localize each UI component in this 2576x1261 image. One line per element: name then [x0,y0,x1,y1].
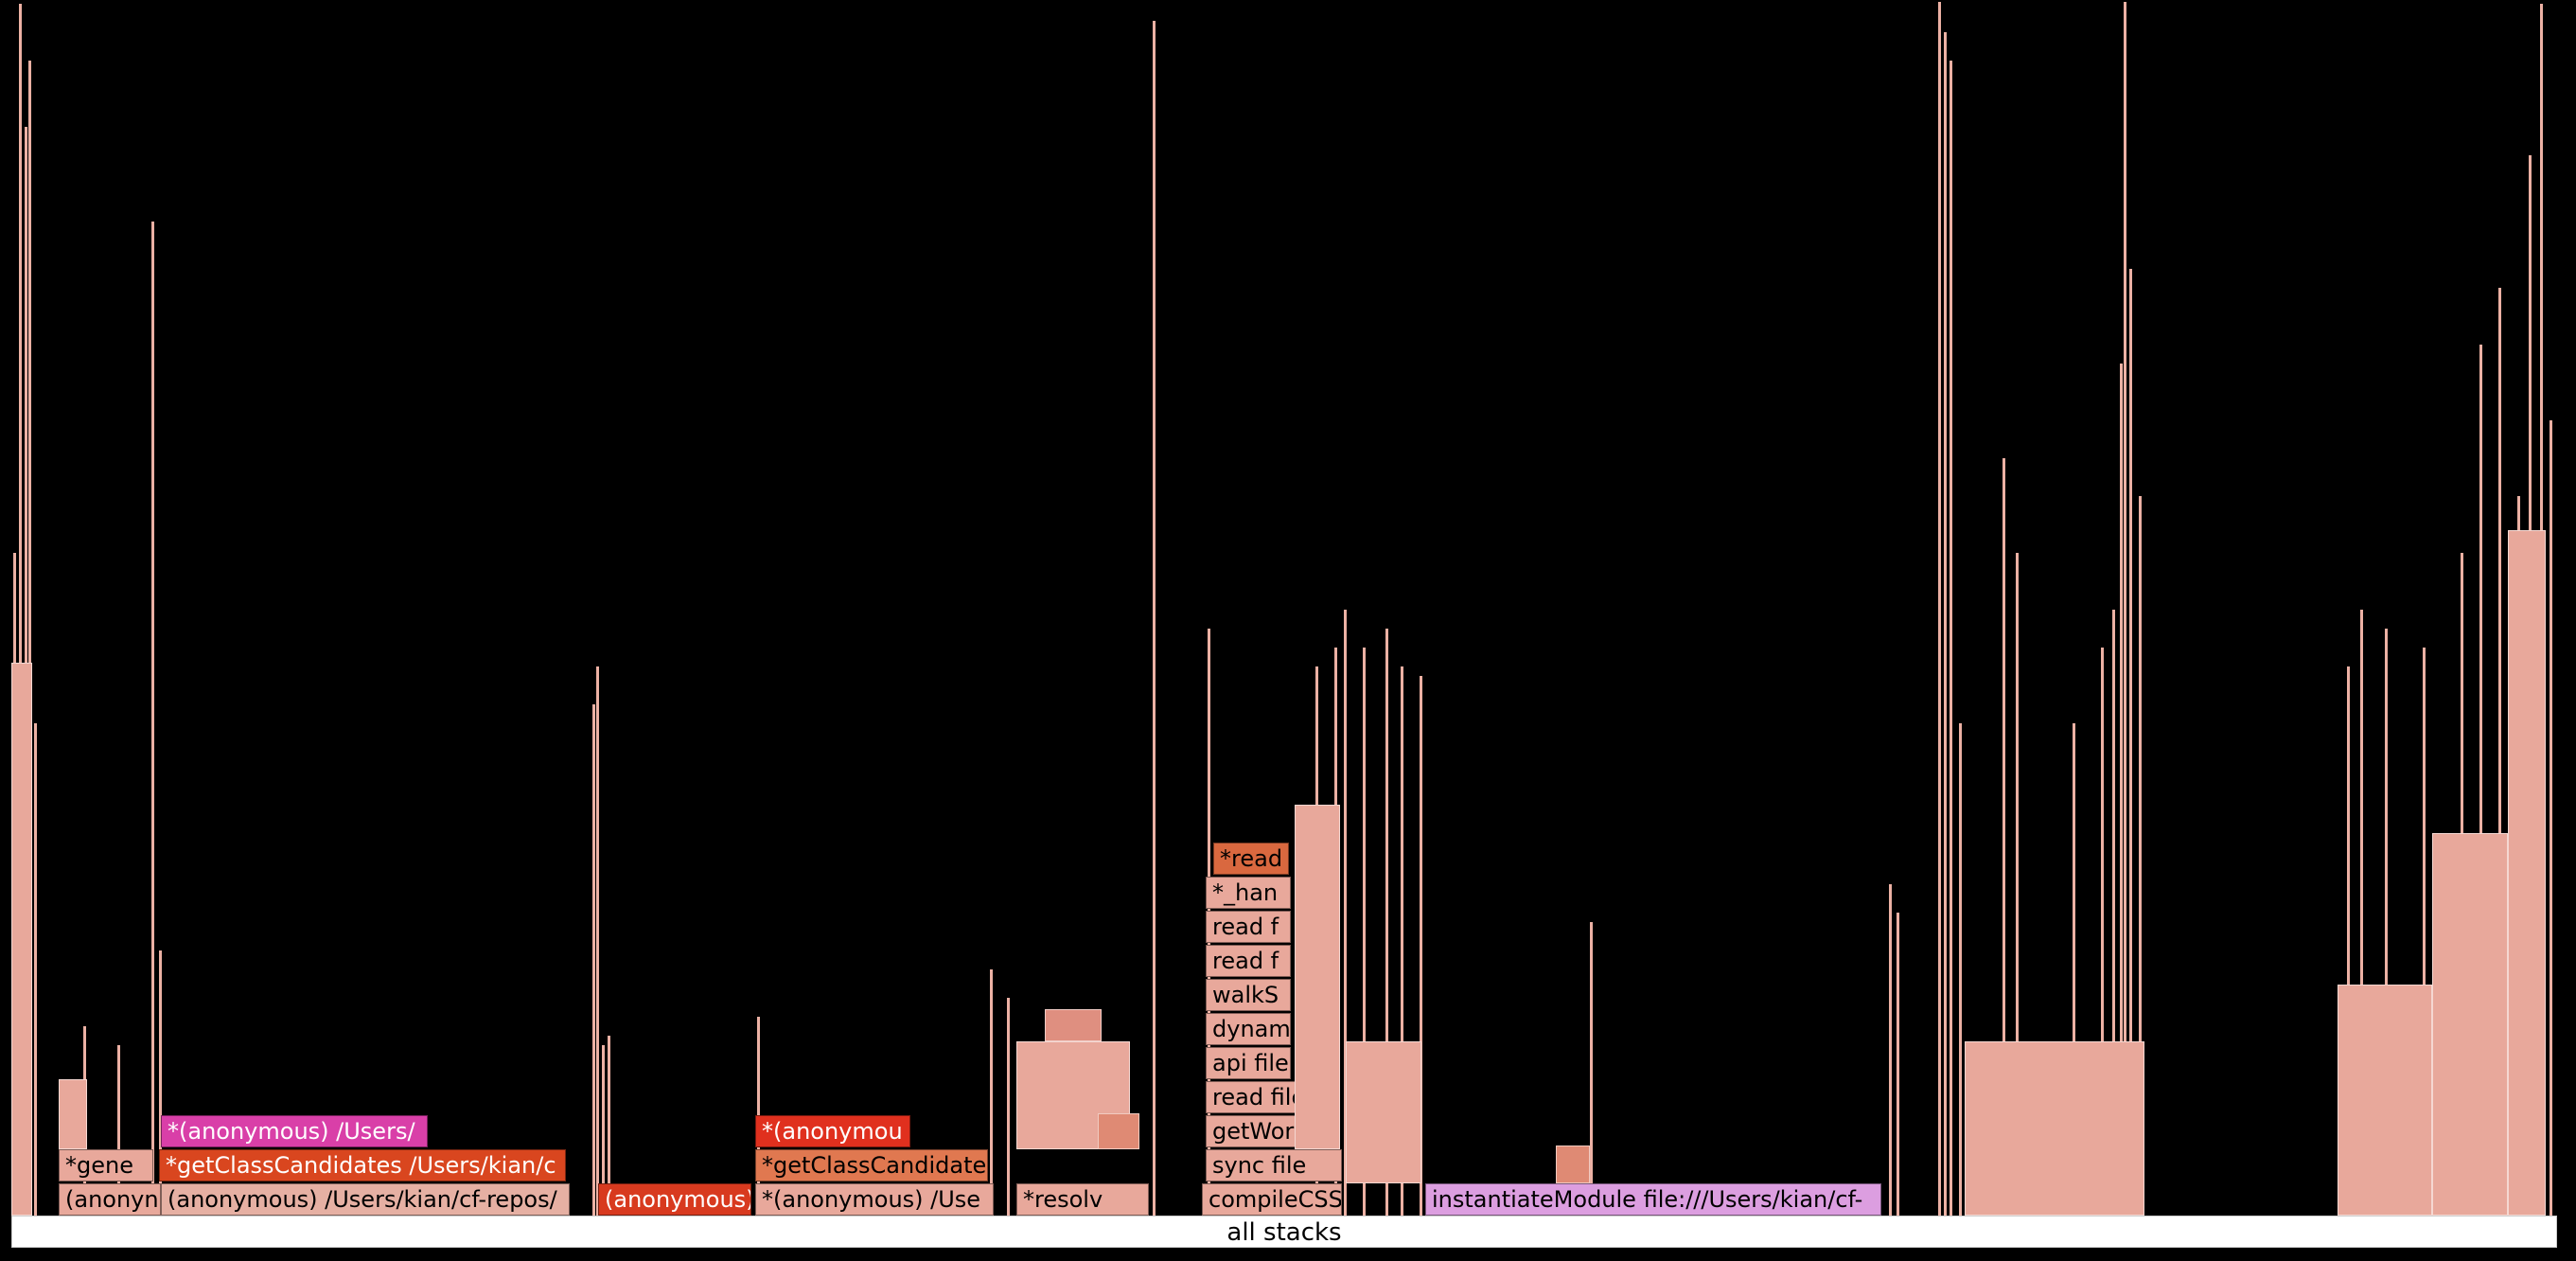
frame-unlabeled[interactable] [1098,1113,1139,1149]
frame-unlabeled[interactable] [59,1079,87,1149]
frame-get-class-candidates-1[interactable]: *getClassCandidates /Users/kian/c [159,1149,566,1181]
flame-spike [1153,21,1156,1216]
frame-sync-file[interactable]: sync file [1206,1149,1342,1181]
frame-anonymous-red-2[interactable]: *(anonymou [755,1115,910,1147]
flame-spike [1007,998,1010,1216]
flame-spike [2550,420,2552,1216]
flame-spike [1344,610,1347,1216]
frame-anonymous-pink[interactable]: *(anonymous) /Users/ [161,1115,428,1147]
flame-spike [28,61,31,1216]
flame-spike [1420,676,1422,1216]
frame-dynam[interactable]: dynam [1206,1013,1291,1045]
flame-spike [990,969,993,1216]
frame-get-class-candidates-2[interactable]: *getClassCandidate [755,1149,988,1181]
flame-spike [2385,629,2388,1216]
flame-spike [1938,2,1941,1216]
frame-unlabeled[interactable] [2338,985,2432,1216]
frame-han[interactable]: *_han [1206,877,1291,909]
flame-spike [159,950,162,1216]
flame-spike [2347,666,2350,1216]
flame-spike [596,666,599,1216]
flame-spike [1959,723,1962,1216]
flame-spike [2479,345,2482,1216]
frame-read-top[interactable]: *read [1213,843,1289,875]
frame-unlabeled[interactable] [11,663,32,1216]
flame-spike [34,723,37,1216]
flame-spike [2073,723,2075,1216]
flame-spike [608,1036,610,1216]
frame-instantiate-module[interactable]: instantiateModule file:///Users/kian/cf- [1425,1183,1881,1216]
flame-spike [1897,913,1899,1216]
flame-spike [2016,553,2019,1216]
frame-compile-css[interactable]: compileCSS [1202,1183,1342,1216]
flame-spike [1590,922,1593,1216]
frame-api-file[interactable]: api file [1206,1047,1291,1079]
frame-gene[interactable]: *gene [59,1149,153,1181]
flame-spike [2120,364,2123,1216]
flame-spike [2112,610,2115,1216]
flame-spike [1363,648,1366,1216]
frame-unlabeled[interactable] [1556,1146,1590,1183]
flame-spike [1944,32,1947,1216]
frame-unlabeled[interactable] [1295,805,1340,1149]
frame-anonymous-red[interactable]: (anonymous) [598,1183,751,1216]
frame-anonymous-left[interactable]: (anonyn [59,1183,161,1216]
flame-spike [2139,496,2142,1216]
flame-spike [19,4,22,1216]
frame-read-f-1[interactable]: read f [1206,945,1291,977]
flame-spike [1401,666,1403,1216]
frame-anonymous-mid[interactable]: *(anonymous) /Use [755,1183,994,1216]
frame-unlabeled[interactable] [1045,1009,1102,1041]
flame-spike [2124,2,2126,1216]
all-stacks-root-frame[interactable]: all stacks [11,1216,2557,1248]
flame-spike [2360,610,2363,1216]
flame-spike [1889,884,1892,1216]
flame-spike [592,704,595,1216]
frame-unlabeled[interactable] [1965,1041,2144,1216]
frame-anonymous-main[interactable]: (anonymous) /Users/kian/cf-repos/ [161,1183,570,1216]
flame-spike [117,1045,120,1216]
flame-spike [151,222,154,1216]
frame-read-f-2[interactable]: read f [1206,911,1291,943]
frame-unlabeled[interactable] [2432,833,2508,1216]
flame-spike [2003,458,2005,1216]
frame-resolve[interactable]: *resolv [1016,1183,1149,1216]
frame-walk[interactable]: walkS [1206,979,1291,1011]
flame-spike [1950,61,1952,1216]
flame-spike [1385,629,1388,1216]
flame-spike [2101,648,2104,1216]
flame-spike [2423,648,2426,1216]
flame-spike [602,1045,605,1216]
frame-unlabeled[interactable] [2508,530,2546,1216]
flame-spike [2129,269,2132,1216]
flame-spike [2498,288,2501,1216]
frame-unlabeled[interactable] [1346,1041,1421,1183]
